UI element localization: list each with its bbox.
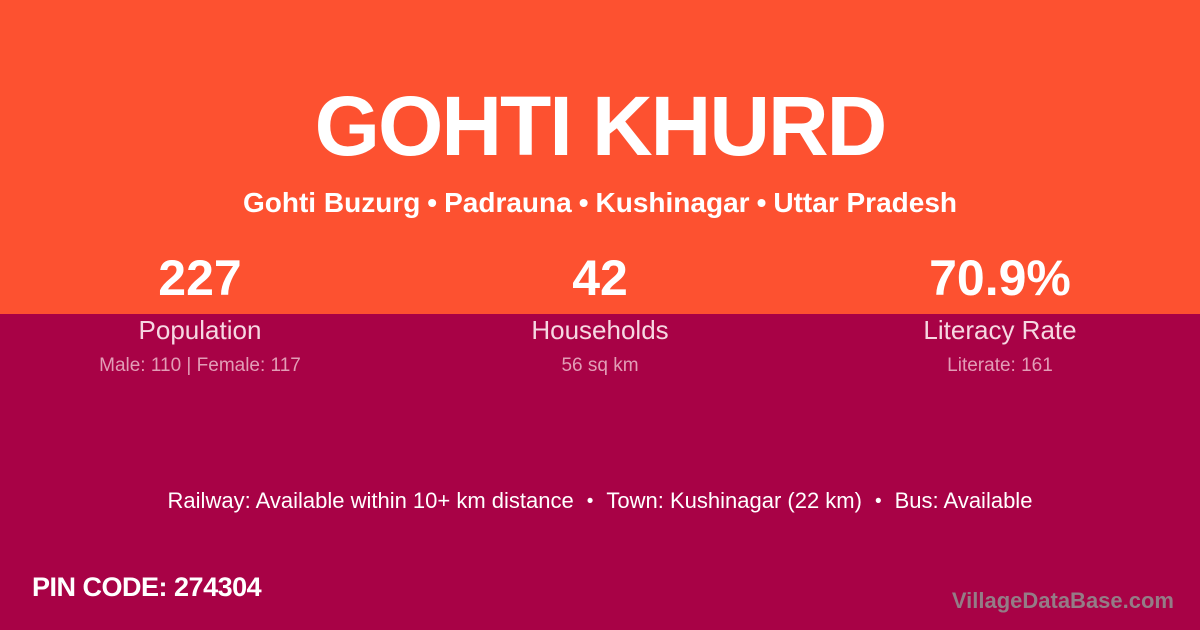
stat-literacy: 70.9% Literacy Rate Literate: 161 xyxy=(800,253,1200,377)
bullet-separator: • xyxy=(586,491,594,512)
stats-row: 227 Population Male: 110 | Female: 117 4… xyxy=(0,253,1200,377)
population-label: Population xyxy=(138,315,262,345)
bullet-separator: • xyxy=(874,491,882,512)
town-info: Town: Kushinagar (22 km) xyxy=(606,488,862,513)
railway-info: Railway: Available within 10+ km distanc… xyxy=(167,488,574,513)
households-detail: 56 sq km xyxy=(561,355,639,377)
bullet-separator: • xyxy=(578,187,589,218)
pin-code: PIN CODE: 274304 xyxy=(32,572,262,603)
location-breadcrumb: Gohti Buzurg • Padrauna • Kushinagar • Uttar P… xyxy=(0,187,1200,219)
population-detail: Male: 110 | Female: 117 xyxy=(99,355,301,377)
breadcrumb-item-district: Kushinagar xyxy=(595,187,750,218)
breadcrumb-item-village: Gohti Buzurg xyxy=(243,187,421,218)
bullet-separator: • xyxy=(756,187,767,218)
literacy-label: Literacy Rate xyxy=(923,315,1077,345)
breadcrumb-item-block: Padrauna xyxy=(444,187,572,218)
bus-info: Bus: Available xyxy=(894,488,1033,513)
households-value: 42 xyxy=(572,250,628,306)
population-value: 227 xyxy=(158,250,242,306)
literacy-value: 70.9% xyxy=(929,250,1071,306)
pin-code-value: 274304 xyxy=(174,572,262,602)
transport-info-line: Railway: Available within 10+ km distanc… xyxy=(0,488,1200,515)
literacy-detail: Literate: 161 xyxy=(947,355,1053,377)
households-label: Households xyxy=(531,315,669,345)
village-title: GOHTI KHURD xyxy=(314,79,888,173)
hero-band xyxy=(0,0,1200,314)
bullet-separator: • xyxy=(427,187,438,218)
pin-code-label: PIN CODE: xyxy=(32,572,168,602)
watermark-brand: VillageDataBase.com xyxy=(951,588,1174,613)
breadcrumb-item-state: Uttar Pradesh xyxy=(773,187,957,218)
stat-population: 227 Population Male: 110 | Female: 117 xyxy=(0,253,400,377)
stat-households: 42 Households 56 sq km xyxy=(400,253,800,377)
